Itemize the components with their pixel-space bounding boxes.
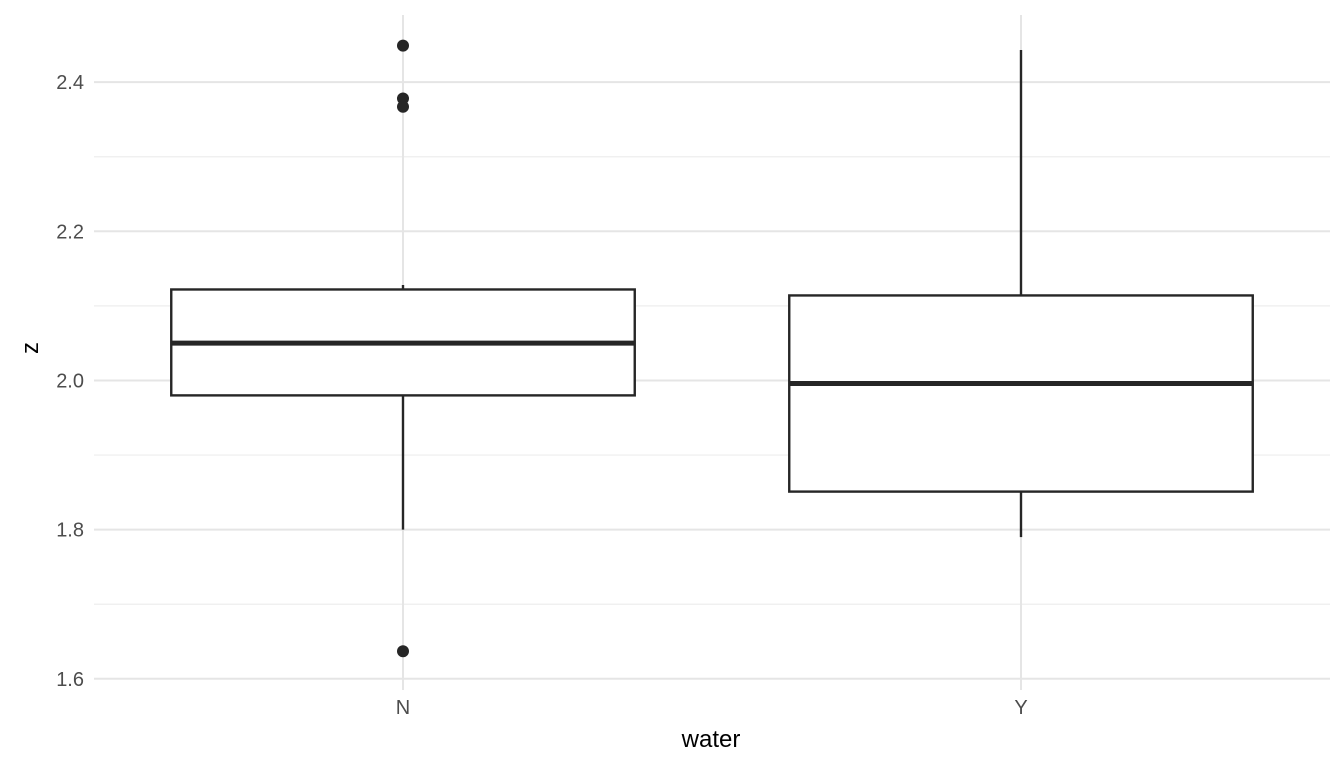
box-Y (788, 50, 1254, 538)
y-tick-label: 2.0 (56, 370, 84, 392)
outlier-point (397, 39, 409, 52)
x-axis-title: water (681, 726, 741, 753)
outlier-point (397, 100, 409, 113)
y-tick-label: 2.2 (56, 221, 84, 243)
y-tick-label: 1.8 (56, 520, 84, 542)
labels-layer: 1.6 1.8 2.0 2.2 2.4 N Y (56, 72, 1027, 719)
iqr-box (788, 294, 1254, 493)
y-tick-label: 1.6 (56, 669, 84, 691)
marks-layer (170, 39, 1254, 658)
outlier-point (397, 645, 409, 658)
box-N (170, 39, 636, 658)
y-axis-title: z (17, 342, 44, 354)
y-tick-label: 2.4 (56, 72, 84, 94)
outlier-point (397, 92, 409, 105)
x-tick-label: Y (1014, 697, 1027, 719)
x-tick-label: N (396, 697, 410, 719)
